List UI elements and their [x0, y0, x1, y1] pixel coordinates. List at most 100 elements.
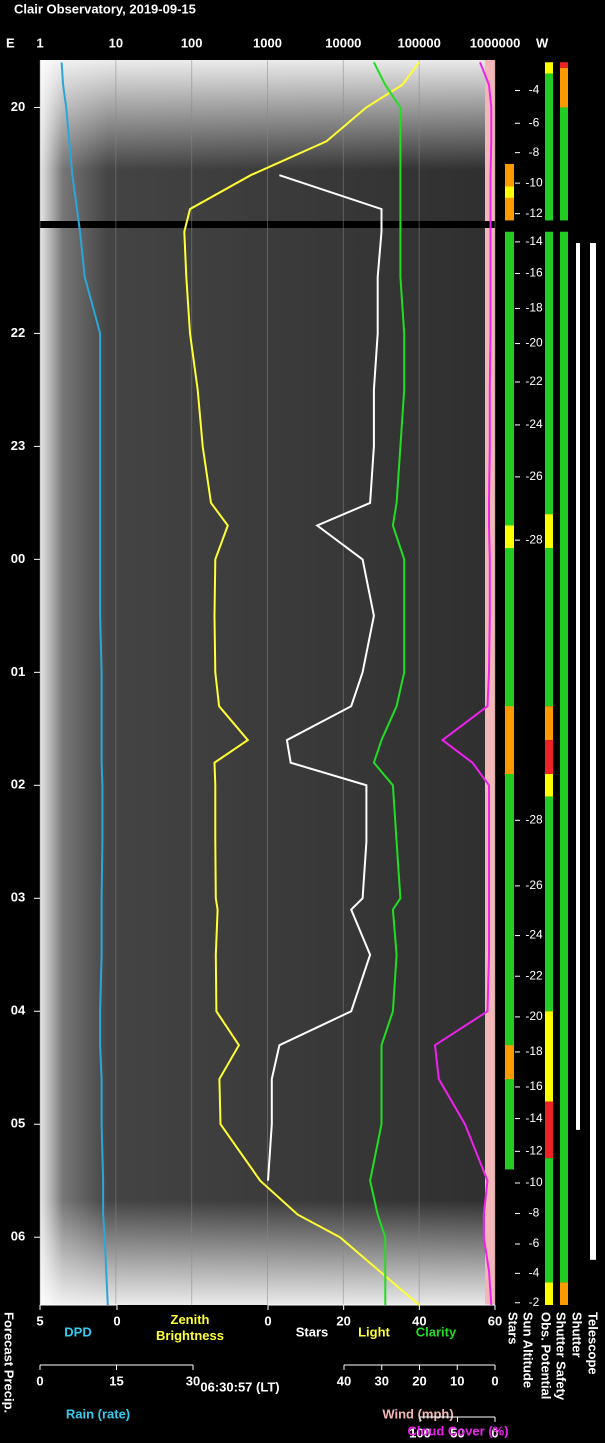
y-tick-label: 02	[11, 777, 25, 792]
y-tick-label: 23	[11, 438, 25, 453]
axis-tick-label: 40	[412, 1313, 426, 1328]
sun-label: -8	[529, 145, 540, 159]
series-label: Clarity	[416, 1324, 457, 1339]
y-tick-label: 06	[11, 1229, 25, 1244]
strip-segment	[505, 706, 514, 775]
axis-tick-label: 100	[409, 1425, 431, 1440]
sun-label: -16	[525, 266, 543, 280]
sun-label: -24	[525, 928, 543, 942]
sun-label: -24	[525, 417, 543, 431]
wind-band	[485, 60, 495, 1305]
y-tick-label: 04	[11, 1003, 26, 1018]
sun-label: -6	[529, 115, 540, 129]
sun-label: -20	[525, 336, 543, 350]
strip-segment	[560, 62, 568, 68]
strip-segment	[560, 67, 568, 108]
strip-segment	[545, 548, 553, 707]
series-label: Cloud Cover (%)	[407, 1423, 508, 1438]
sun-label: -20	[525, 1009, 543, 1023]
strip-segment	[560, 1282, 568, 1305]
strip-segment	[545, 1011, 553, 1102]
axis-tick-label: 0	[491, 1425, 498, 1440]
title: Clair Observatory, 2019-09-15	[14, 1, 196, 16]
sun-label: -2	[529, 1295, 540, 1309]
sun-label: -10	[525, 1175, 543, 1189]
axis-tick-label: 30	[186, 1373, 200, 1388]
strip-segment	[545, 706, 553, 741]
series-label: DPD	[64, 1324, 91, 1339]
strip-label: Obs. Potential	[539, 1312, 554, 1399]
top-tick-label: 10000	[325, 35, 361, 50]
sun-label: -14	[525, 234, 543, 248]
sun-label: -26	[525, 469, 543, 483]
strip-segment	[560, 231, 568, 1283]
axis-tick-label: 5	[36, 1313, 43, 1328]
axis-tick-label: 0	[491, 1373, 498, 1388]
strip-segment	[545, 774, 553, 797]
sun-label: -4	[529, 1266, 540, 1280]
sun-label: -22	[525, 374, 543, 388]
sun-label: -12	[525, 1144, 543, 1158]
strip-segment	[545, 1282, 553, 1305]
strip-segment	[545, 796, 553, 1012]
axis-tick-label: 0	[113, 1313, 120, 1328]
top-tick-label: 1000000	[470, 35, 521, 50]
axis-tick-label: 60	[488, 1313, 502, 1328]
sun-label: -10	[525, 175, 543, 189]
sun-label: -12	[525, 206, 543, 220]
series-line	[433, 61, 493, 1306]
axis-tick-label: 0	[264, 1313, 271, 1328]
series-line	[60, 62, 109, 1306]
top-tick-label: 1	[36, 35, 43, 50]
series-line	[369, 61, 406, 1305]
strip-segment	[505, 186, 514, 198]
strip-segment	[545, 73, 553, 221]
axis-tick-label: 10	[450, 1373, 464, 1388]
sun-label: -14	[525, 1111, 543, 1125]
strip-segment	[560, 107, 568, 221]
forecast-label: Forecast Precip.	[2, 1312, 17, 1413]
strip-label: Telescope	[586, 1312, 601, 1375]
west-label: W	[536, 35, 549, 50]
strip-segment	[545, 62, 553, 74]
sun-label: -28	[525, 532, 543, 546]
wind-label: Wind (mph)	[382, 1406, 453, 1421]
y-tick-label: 01	[11, 664, 25, 679]
y-tick-label: 03	[11, 890, 25, 905]
strip-segment	[545, 1101, 553, 1159]
zenith-label: Zenith Brightness	[156, 1312, 224, 1343]
timestamp: 06:30:57 (LT)	[200, 1379, 279, 1394]
light-label: Light	[358, 1324, 390, 1339]
sun-label: -6	[529, 1236, 540, 1250]
series-line	[267, 174, 383, 1181]
gap-band	[40, 221, 500, 228]
y-tick-label: 00	[11, 551, 25, 566]
axis-tick-label: 50	[450, 1425, 464, 1440]
y-tick-label: 22	[11, 325, 25, 340]
strip-segment	[590, 243, 596, 1260]
strip-segment	[545, 740, 553, 775]
strip-label: Stars	[506, 1312, 521, 1345]
sun-label: -22	[525, 968, 543, 982]
strip-segment	[505, 231, 514, 1170]
strip-segment	[505, 1045, 514, 1080]
top-tick-label: 10	[109, 35, 123, 50]
sun-label: -8	[529, 1206, 540, 1220]
sun-label: -28	[525, 813, 543, 827]
strip-label: Shutter	[570, 1312, 585, 1358]
axis-tick-label: 40	[337, 1373, 351, 1388]
sun-label: -4	[529, 83, 540, 97]
strip-segment	[545, 514, 553, 549]
sun-label: -16	[525, 1079, 543, 1093]
strip-label: Shutter Safety	[554, 1312, 569, 1401]
series-line	[183, 61, 421, 1306]
strip-label: Sun Altitude	[521, 1312, 536, 1388]
strip-segment	[576, 243, 580, 1130]
axis-tick-label: 20	[336, 1313, 350, 1328]
strip-segment	[545, 231, 553, 515]
sun-label: -18	[525, 1044, 543, 1058]
top-tick-label: 1000	[253, 35, 282, 50]
axis-tick-label: 20	[412, 1373, 426, 1388]
